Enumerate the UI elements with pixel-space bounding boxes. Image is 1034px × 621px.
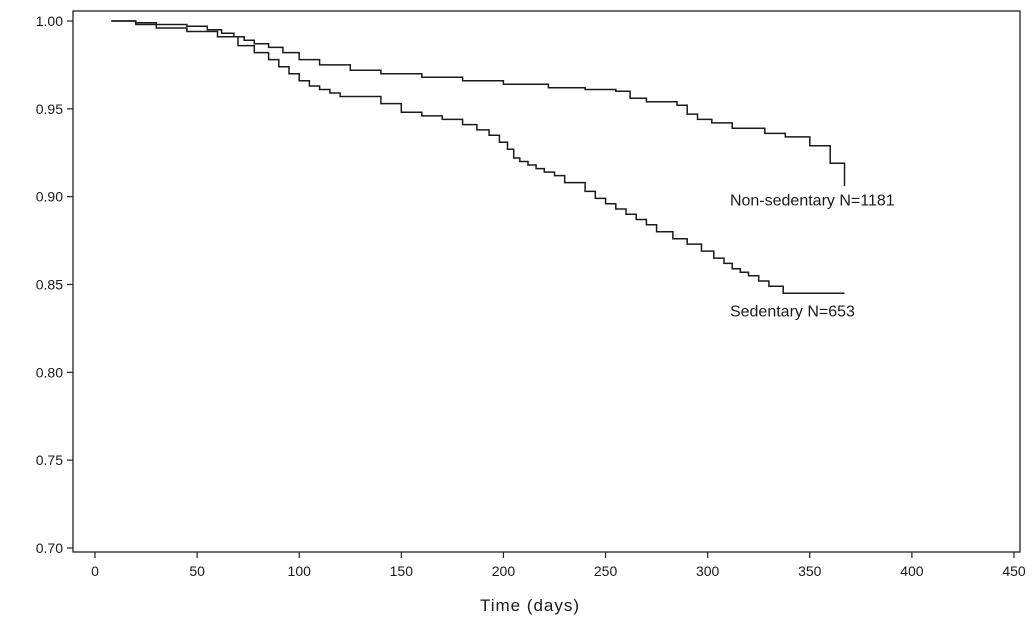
x-tick-label: 200 [492, 563, 516, 579]
y-tick-label: 0.90 [36, 189, 63, 205]
y-tick-label: 0.85 [36, 277, 63, 293]
x-tick-label: 450 [1002, 563, 1026, 579]
x-tick-label: 250 [594, 563, 618, 579]
x-tick-label: 50 [189, 563, 205, 579]
y-axis: 0.70 0.75 0.80 0.85 0.90 0.95 1.00 [36, 13, 73, 556]
x-tick-label: 150 [390, 563, 414, 579]
y-tick-label: 0.95 [36, 101, 63, 117]
x-tick-label: 0 [91, 563, 99, 579]
y-tick-label: 0.80 [36, 364, 63, 380]
series-line-sedentary [111, 20, 845, 295]
x-tick-label: 400 [900, 563, 924, 579]
x-tick-label: 300 [696, 563, 720, 579]
plot-frame [72, 10, 1021, 553]
series-line-non-sedentary [111, 20, 846, 187]
x-axis-title: Time (days) [480, 596, 580, 615]
x-tick-label: 100 [288, 563, 312, 579]
series-layer [111, 20, 846, 295]
y-tick-label: 1.00 [36, 13, 63, 29]
x-tick-label: 350 [798, 563, 822, 579]
y-tick-label: 0.75 [36, 452, 63, 468]
series-annotation: Non-sedentary N=1181 [730, 193, 895, 210]
series-annotation: Sedentary N=653 [730, 303, 855, 320]
y-tick-label: 0.70 [36, 540, 63, 556]
x-axis: 0 50 100 150 200 250 300 350 400 450 [91, 552, 1026, 579]
annotation-layer: Non-sedentary N=1181 Sedentary N=653 [730, 193, 895, 321]
